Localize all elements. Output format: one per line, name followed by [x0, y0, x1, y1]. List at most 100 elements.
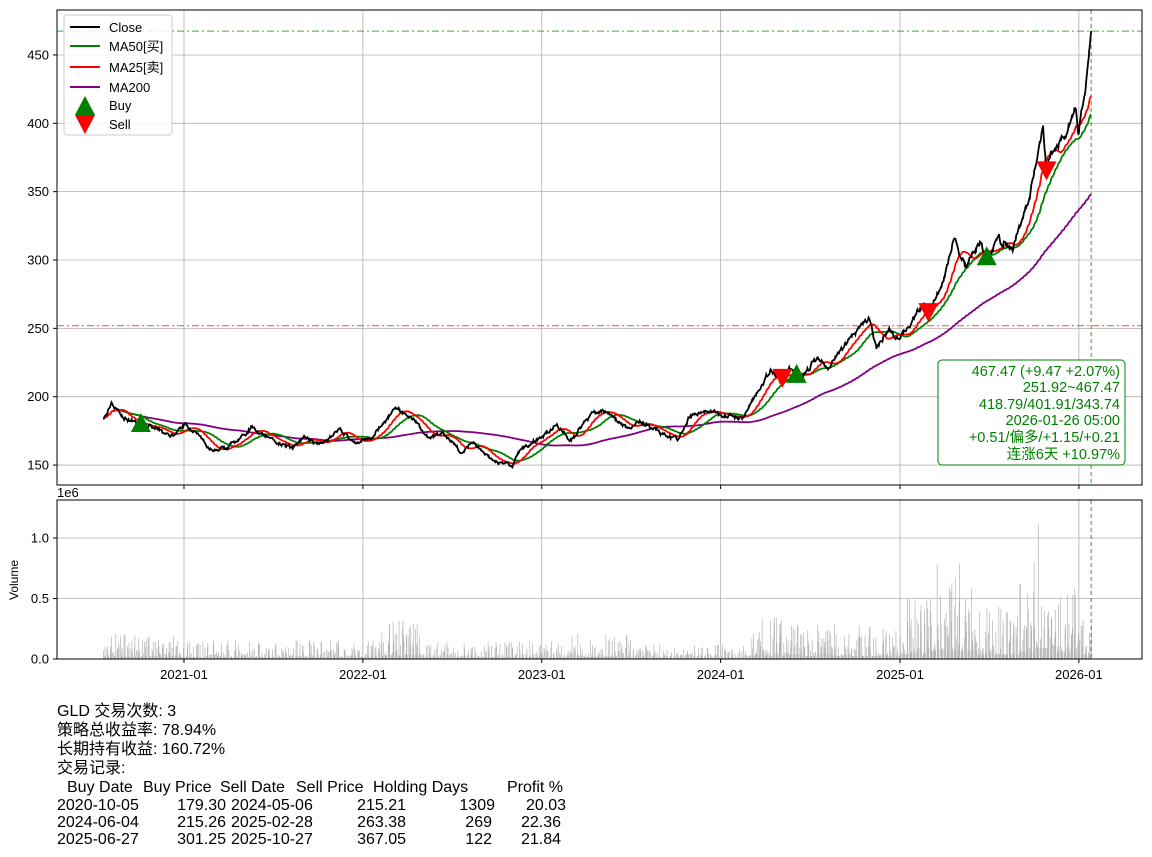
volume-bar	[957, 650, 959, 659]
volume-bar	[354, 654, 355, 659]
volume-bar	[940, 595, 941, 659]
volume-bar	[152, 655, 154, 659]
volume-bar	[871, 656, 873, 659]
volume-bar	[127, 649, 129, 659]
volume-bar	[883, 654, 885, 659]
volume-bar	[777, 653, 779, 659]
volume-bar	[176, 655, 177, 659]
volume-bar	[245, 656, 247, 659]
volume-bar	[322, 652, 324, 659]
volume-bar	[717, 657, 719, 659]
volume-bar	[968, 650, 970, 659]
volume-bar	[749, 657, 750, 659]
volume-bar	[306, 655, 307, 659]
volume-bar	[153, 642, 154, 659]
volume-bar	[726, 657, 727, 659]
volume-bar	[440, 657, 441, 659]
volume-bar	[742, 657, 743, 659]
volume-bar	[243, 655, 245, 659]
volume-bar	[551, 641, 552, 659]
volume-bar	[316, 649, 318, 659]
volume-bar	[955, 649, 957, 659]
header-buy-price: Buy Price	[143, 779, 212, 796]
volume-bar	[512, 647, 514, 659]
volume-bar	[969, 649, 971, 659]
volume-bar	[376, 655, 377, 659]
volume-bar	[180, 656, 181, 659]
volume-bar	[529, 641, 531, 659]
volume-bar	[838, 656, 840, 659]
volume-bar	[815, 651, 816, 659]
volume-bar	[491, 657, 493, 659]
volume-bar	[705, 657, 707, 659]
volume-bar	[283, 654, 285, 659]
volume-bar	[722, 644, 723, 659]
volume-bar	[803, 632, 804, 659]
volume-bar	[460, 655, 462, 659]
volume-bar	[896, 656, 897, 659]
volume-bar	[813, 653, 814, 659]
volume-bar	[359, 650, 360, 659]
volume-bar	[520, 657, 521, 659]
volume-bar	[214, 656, 216, 659]
volume-bar	[282, 657, 283, 659]
volume-bar	[991, 649, 993, 659]
volume-bar	[629, 656, 631, 659]
volume-bar	[652, 655, 653, 659]
volume-bar	[794, 630, 796, 659]
volume-bar	[362, 645, 364, 659]
volume-bar	[1064, 627, 1066, 659]
volume-bar	[724, 651, 725, 659]
volume-bar	[478, 656, 479, 659]
cell-profit: 22.36	[520, 814, 561, 831]
volume-bar	[702, 647, 703, 659]
volume-bar	[197, 642, 199, 659]
volume-bar	[138, 656, 140, 659]
volume-bar	[701, 647, 703, 659]
volume-bar	[122, 656, 123, 659]
volume-bar	[313, 657, 315, 659]
volume-bar	[732, 650, 734, 659]
volume-bar	[820, 646, 822, 659]
volume-bar	[314, 646, 316, 659]
volume-bar	[852, 656, 854, 659]
volume-bar	[219, 655, 221, 659]
volume-bar	[1062, 650, 1063, 659]
volume-bar	[827, 640, 829, 659]
volume-bar	[746, 655, 747, 659]
volume-bar	[1043, 648, 1044, 659]
volume-bar	[652, 657, 654, 659]
volume-bar	[570, 654, 571, 659]
cell-buy-price: 215.26	[177, 814, 226, 831]
volume-bar	[625, 656, 627, 659]
volume-bar	[247, 652, 248, 659]
volume-bar	[571, 656, 572, 659]
volume-bar	[117, 656, 119, 659]
volume-bar	[281, 648, 283, 659]
volume-bar	[896, 654, 898, 659]
volume-bar	[1023, 628, 1025, 659]
volume-bar	[485, 650, 487, 659]
volume-bar	[973, 649, 974, 659]
volume-bar	[701, 655, 702, 659]
volume-bar	[355, 657, 357, 659]
volume-bar	[159, 652, 161, 659]
volume-bar	[731, 655, 733, 659]
volume-bar	[674, 656, 676, 659]
volume-bar	[221, 657, 223, 659]
volume-bar	[364, 657, 365, 659]
volume-bar	[1014, 653, 1015, 659]
volume-bar	[1075, 653, 1077, 659]
volume-bar	[881, 654, 883, 659]
volume-bar	[927, 608, 929, 659]
volume-bar	[633, 649, 635, 659]
volume-bar	[617, 641, 619, 659]
volume-bar	[882, 628, 884, 659]
volume-bar	[275, 643, 276, 659]
volume-bar	[217, 654, 218, 659]
volume-bar	[197, 652, 198, 659]
volume-bar	[1077, 644, 1079, 659]
cell-sell-date: 2025-10-27	[231, 831, 313, 848]
volume-bar	[489, 657, 490, 659]
